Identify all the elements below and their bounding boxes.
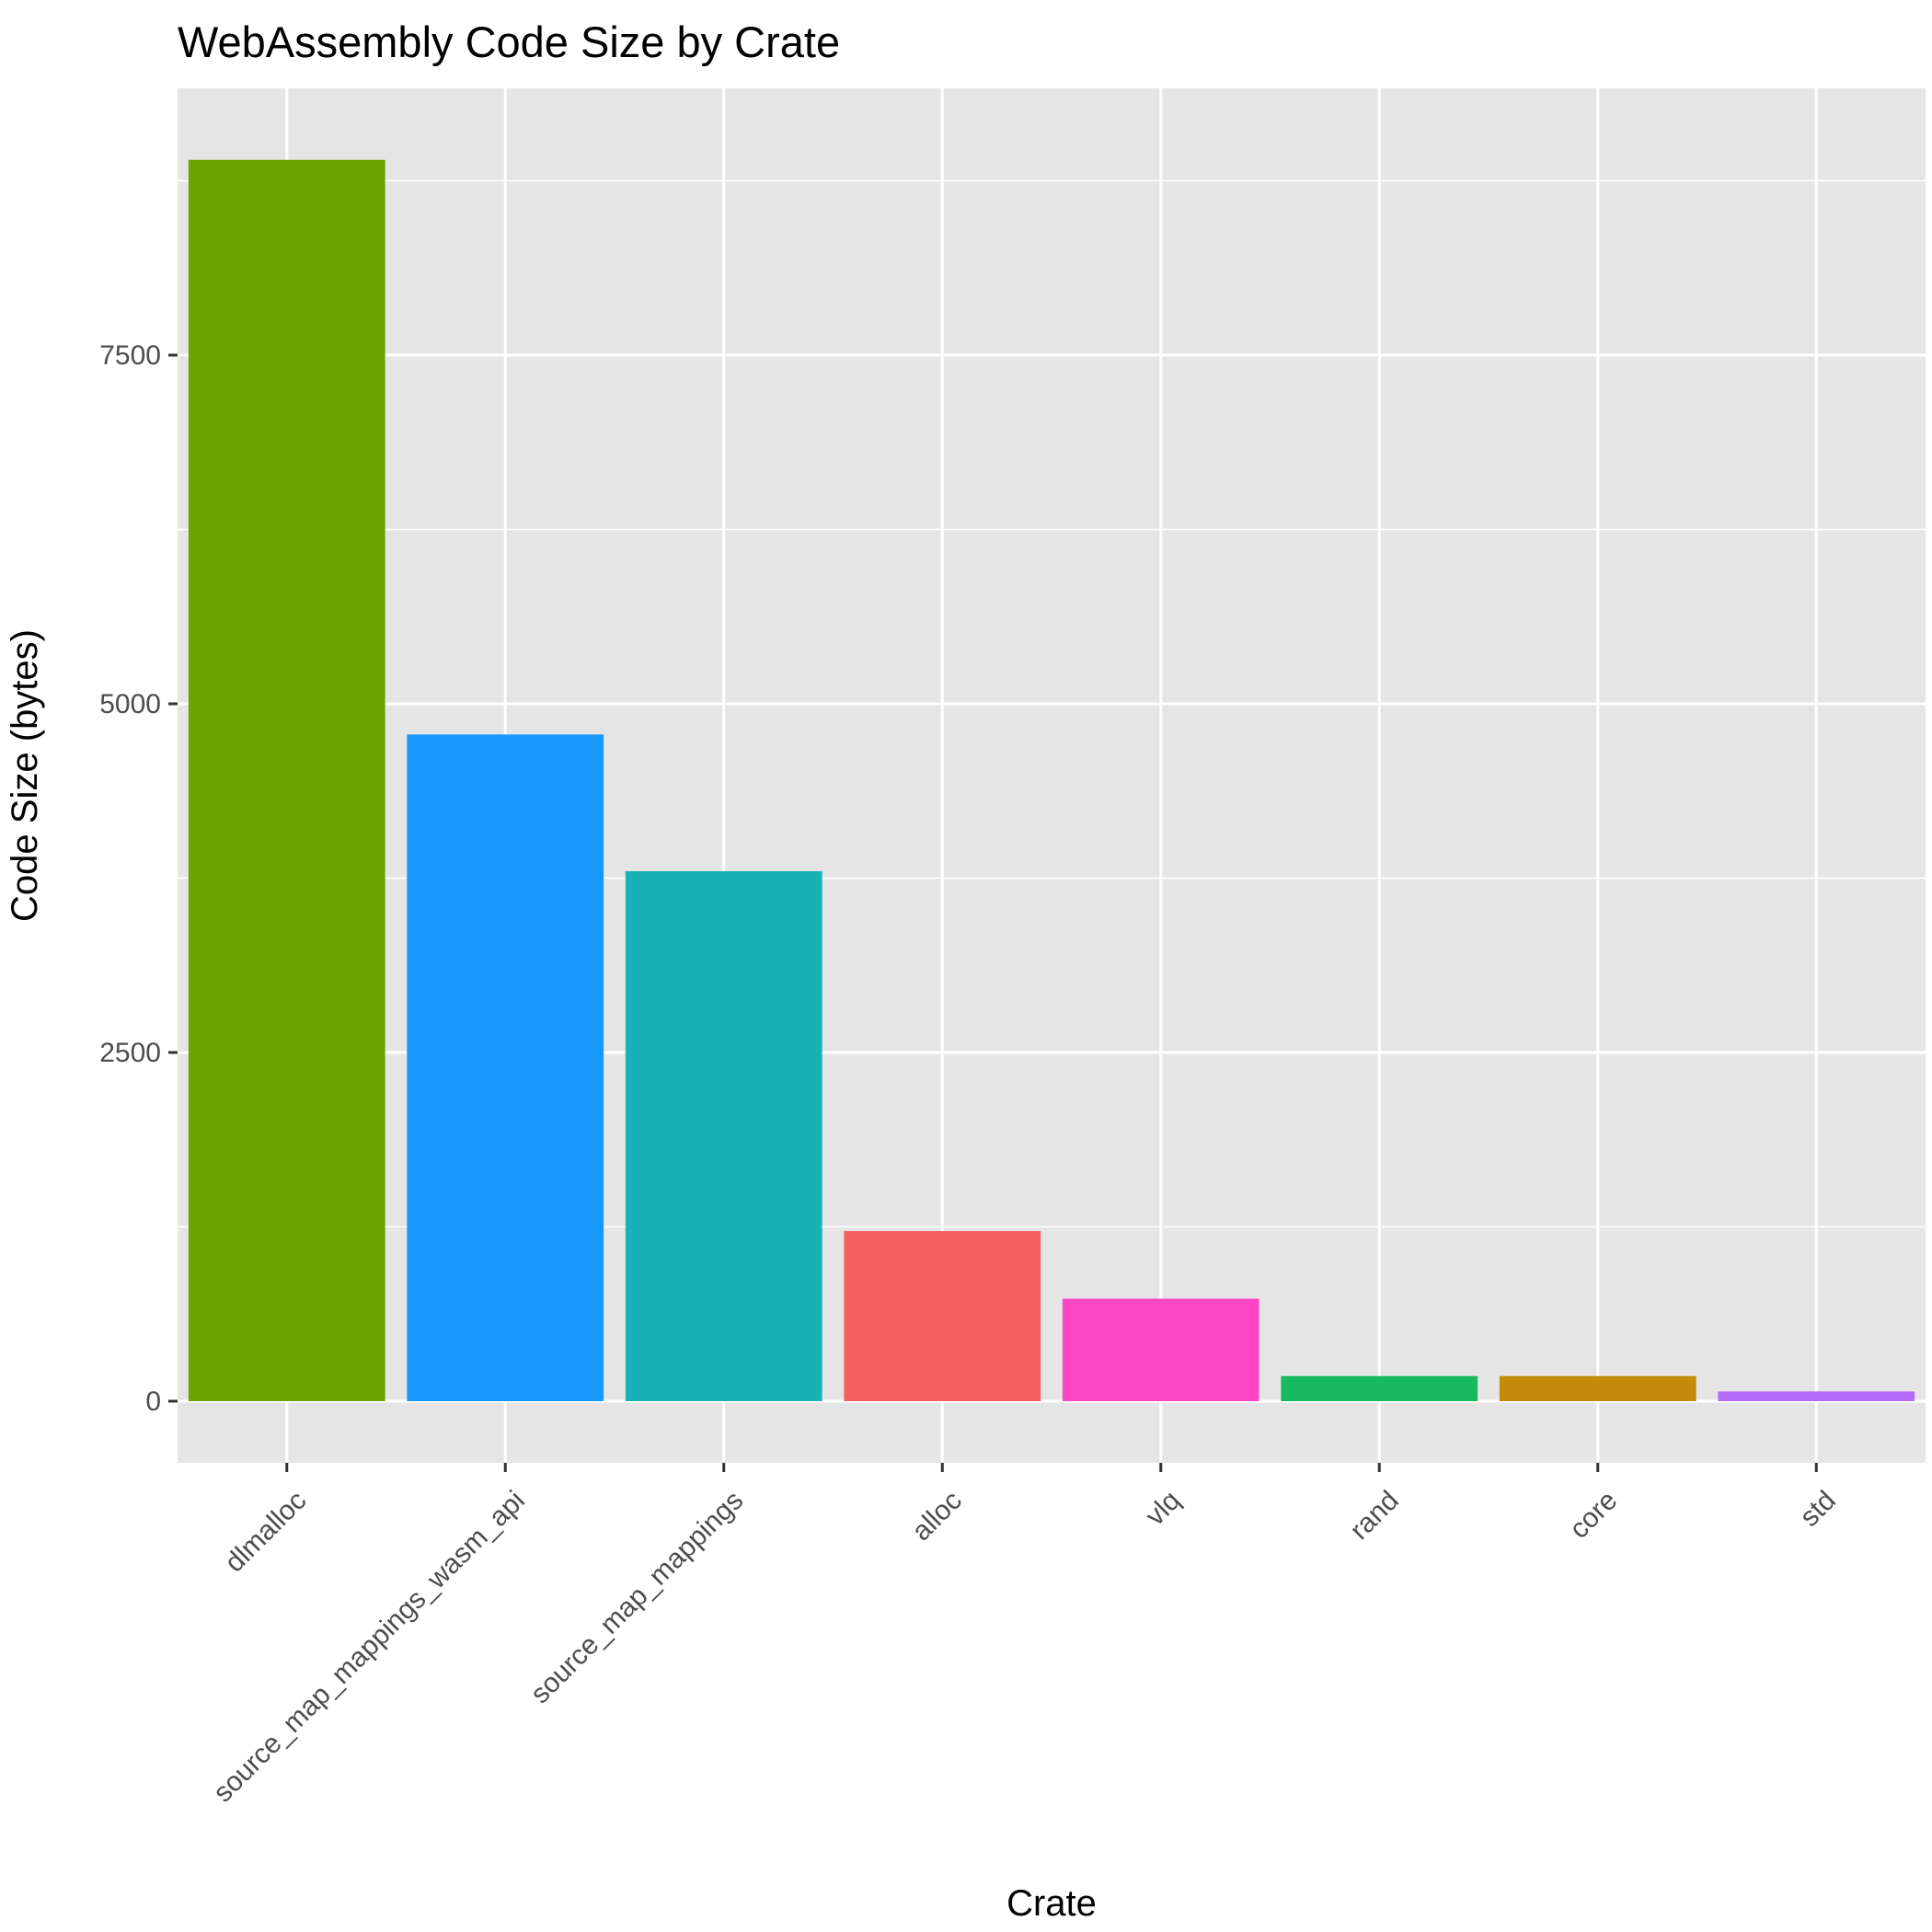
x-axis-title: Crate xyxy=(1006,1883,1097,1924)
y-axis: 0 2500 5000 7500 xyxy=(99,340,178,1417)
bar xyxy=(1062,1298,1259,1401)
bars xyxy=(188,159,1915,1401)
x-tick-label: source_map_mappings xyxy=(525,1485,750,1709)
y-tick-label: 5000 xyxy=(99,689,161,719)
y-tick-label: 0 xyxy=(145,1386,161,1417)
x-tick-label: std xyxy=(1794,1485,1842,1533)
bar xyxy=(188,159,385,1401)
bar xyxy=(625,870,822,1401)
bar xyxy=(1718,1391,1915,1401)
bar xyxy=(407,734,604,1401)
x-tick-label: vlq xyxy=(1140,1485,1186,1531)
bar xyxy=(1281,1375,1478,1401)
x-tick-label: dlmalloc xyxy=(219,1485,312,1578)
x-tick-label: rand xyxy=(1344,1485,1405,1546)
y-axis-title: Code Size (bytes) xyxy=(5,629,45,922)
x-tick-label: alloc xyxy=(906,1485,968,1547)
x-axis: dlmallocsource_map_mappings_wasm_apisour… xyxy=(208,1463,1842,1808)
y-tick-label: 2500 xyxy=(99,1038,161,1068)
bar xyxy=(844,1231,1041,1401)
chart-title: WebAssembly Code Size by Crate xyxy=(178,17,840,66)
bar xyxy=(1499,1375,1696,1401)
x-tick-label: core xyxy=(1564,1485,1624,1545)
y-tick-label: 7500 xyxy=(99,340,161,371)
